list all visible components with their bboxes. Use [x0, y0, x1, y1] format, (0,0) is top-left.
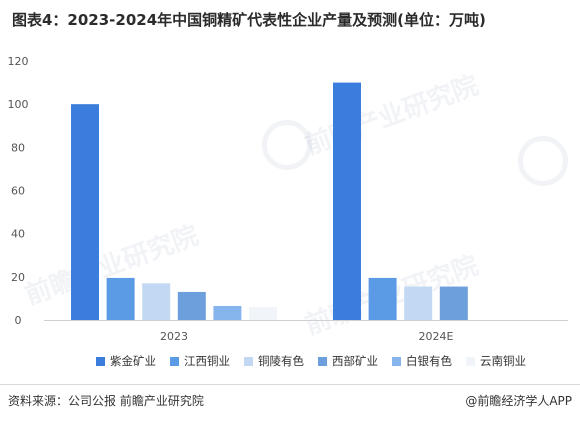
bar: [333, 82, 361, 320]
bar: [368, 277, 397, 320]
footer-divider: [0, 384, 580, 385]
x-tick-label: 2024E: [419, 330, 454, 343]
bar: [142, 283, 171, 320]
legend-swatch: [318, 356, 327, 366]
legend-item: 云南铜业: [466, 353, 526, 369]
legend-swatch: [96, 356, 105, 366]
y-tick-label: 80: [11, 141, 25, 154]
legend-item: 江西铜业: [170, 353, 230, 369]
source-note: 资料来源：公司公报 前瞻产业研究院: [8, 394, 204, 408]
legend-label: 紫金矿业: [110, 354, 156, 368]
y-tick-label: 20: [11, 271, 25, 284]
legend-label: 西部矿业: [332, 354, 378, 368]
bar: [439, 286, 468, 320]
bar: [177, 291, 206, 320]
bar: [213, 305, 242, 320]
legend-label: 云南铜业: [480, 354, 526, 368]
bar: [71, 104, 99, 321]
chart-title: 图表4：2023-2024年中国铜精矿代表性企业产量及预测(单位：万吨): [12, 11, 486, 29]
legend-item: 白银有色: [392, 353, 452, 369]
y-tick-label: 40: [11, 228, 25, 241]
y-tick-label: 120: [8, 55, 29, 68]
watermark-logo-icon: [262, 120, 312, 170]
legend-item: 西部矿业: [318, 353, 378, 369]
legend-label: 铜陵有色: [258, 354, 304, 368]
x-tick-label: 2023: [160, 330, 188, 343]
legend-label: 江西铜业: [184, 354, 230, 368]
brand-credit: @前瞻经济学人APP: [465, 394, 572, 408]
legend-swatch: [466, 356, 475, 366]
y-tick-label: 0: [15, 314, 22, 327]
legend-swatch: [244, 356, 253, 366]
legend-item: 铜陵有色: [244, 353, 304, 369]
bar: [404, 286, 433, 320]
legend-swatch: [392, 356, 401, 366]
legend-label: 白银有色: [406, 354, 452, 368]
legend-item: 紫金矿业: [96, 353, 156, 369]
bar: [249, 307, 277, 320]
legend: 紫金矿业 江西铜业 铜陵有色 西部矿业 白银有色 云南铜业: [96, 353, 526, 369]
legend-swatch: [170, 356, 179, 366]
bar: [106, 277, 135, 320]
watermark-logo-icon: [518, 136, 568, 186]
y-tick-label: 100: [8, 98, 29, 111]
y-tick-label: 60: [11, 185, 25, 198]
